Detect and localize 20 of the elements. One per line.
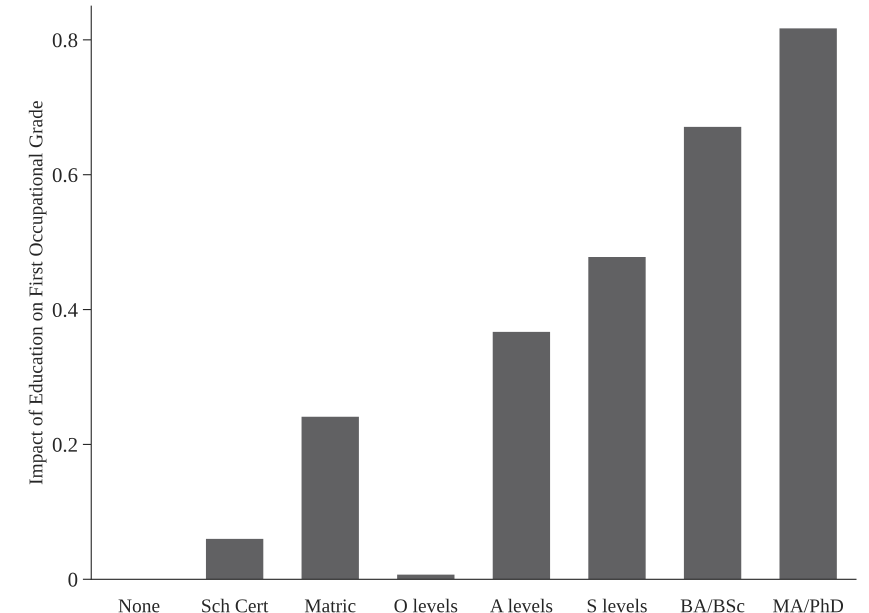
- y-axis-title: Impact of Education on First Occupational Grade: [28, 101, 46, 484]
- bar: [779, 28, 837, 580]
- bar: [302, 416, 359, 580]
- y-tick-label: 0.6: [52, 168, 78, 182]
- x-tick-label: None: [118, 599, 160, 612]
- y-tick-label: 0: [68, 572, 78, 587]
- bar: [492, 332, 550, 580]
- x-tick-label: MA/PhD: [773, 598, 844, 612]
- x-tick-label: A levels: [490, 598, 552, 612]
- y-tick-label: 0.2: [52, 438, 77, 452]
- bar: [588, 256, 646, 580]
- x-tick-label: BA/BSc: [680, 599, 744, 612]
- x-tick-label: S levels: [588, 598, 647, 612]
- x-tick-label: Matric: [304, 599, 356, 612]
- bar: [206, 538, 264, 580]
- x-tick-label: O levels: [394, 598, 458, 612]
- y-tick-label: 0.8: [52, 33, 78, 48]
- bar: [684, 126, 742, 580]
- x-tick-label: Sch Cert: [202, 598, 268, 612]
- y-tick-label: 0.4: [52, 302, 78, 318]
